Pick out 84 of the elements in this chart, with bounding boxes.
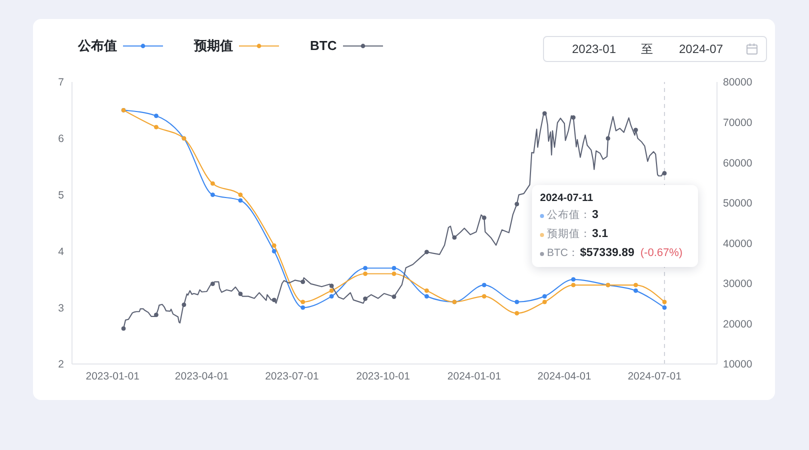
legend-label: 预期值	[194, 37, 233, 55]
annotation: (-0.67%)	[640, 246, 683, 261]
legend-label: BTC	[310, 37, 337, 55]
x-tick-label: 2023-04-01	[174, 370, 229, 382]
annotation: 3.1	[592, 227, 608, 242]
y-tick-label: 4	[58, 246, 64, 258]
x-tick-label: 2024-04-01	[538, 370, 592, 382]
text: 2024-07	[678, 41, 724, 58]
point	[300, 300, 306, 304]
x-tick-label: 2024-01-01	[447, 370, 502, 382]
point	[514, 300, 520, 304]
y2-tick-label: 30000	[723, 278, 752, 290]
point	[482, 282, 486, 288]
x-tick-label: 2023-10-01	[356, 370, 410, 382]
annotation: $57339.89	[580, 246, 634, 261]
point	[424, 250, 429, 254]
point	[272, 298, 276, 302]
y2-tick-label: 40000	[723, 238, 752, 250]
x-tick-label: 2024-07-01	[628, 370, 682, 382]
point	[392, 272, 396, 276]
legend-label: 公布值	[78, 37, 117, 55]
y2-tick-label: 80000	[723, 76, 752, 89]
point	[514, 202, 520, 206]
point	[329, 288, 334, 293]
point	[482, 294, 486, 299]
y-tick-label: 7	[58, 76, 64, 89]
point	[154, 124, 158, 130]
point	[634, 288, 638, 293]
point	[542, 111, 547, 116]
point	[329, 294, 334, 299]
point	[300, 280, 306, 284]
point	[571, 282, 576, 288]
y-tick-label: 6	[58, 133, 64, 146]
annotation: 公布值：	[547, 208, 591, 223]
x-tick-label: 2023-07-01	[265, 370, 319, 382]
point	[300, 305, 306, 310]
point	[482, 216, 486, 220]
y2-tick-label: 70000	[723, 117, 752, 130]
y2-tick-label: 60000	[723, 157, 752, 170]
point	[238, 292, 243, 296]
annotation: 预期值：	[547, 227, 591, 242]
point	[363, 266, 368, 270]
point	[154, 114, 158, 118]
text: 至	[641, 41, 653, 58]
point	[662, 171, 667, 176]
point	[210, 192, 215, 198]
point	[363, 272, 368, 276]
annotation: 3	[592, 208, 598, 223]
point	[272, 248, 276, 254]
point	[571, 115, 576, 120]
point	[154, 312, 158, 318]
point	[514, 310, 520, 316]
point	[238, 192, 243, 198]
point	[571, 277, 576, 282]
point	[606, 136, 610, 141]
y2-tick-label: 20000	[723, 318, 752, 330]
point	[392, 266, 396, 270]
point	[210, 181, 215, 186]
y2-tick-label: 50000	[723, 198, 752, 210]
point	[424, 294, 429, 299]
annotation: 2024-07-11	[540, 192, 594, 205]
y-tick-label: 5	[58, 190, 64, 202]
point	[210, 282, 215, 286]
x-tick-label: 2023-01-01	[86, 370, 140, 382]
y-tick-label: 3	[58, 302, 64, 314]
annotation: BTC：	[547, 246, 579, 261]
y2-tick-label: 10000	[723, 358, 752, 371]
point	[363, 296, 368, 301]
point	[542, 294, 547, 299]
point	[329, 284, 334, 288]
y-tick-label: 2	[58, 358, 64, 371]
point	[634, 128, 638, 132]
point	[272, 243, 276, 248]
text: 2023-01	[572, 41, 616, 58]
point	[542, 300, 547, 304]
point	[121, 326, 126, 331]
point	[238, 198, 243, 203]
point	[662, 305, 667, 310]
point	[392, 294, 396, 299]
point	[662, 300, 667, 304]
point	[452, 235, 457, 240]
point	[182, 302, 186, 308]
point	[424, 288, 429, 293]
point	[634, 282, 638, 288]
